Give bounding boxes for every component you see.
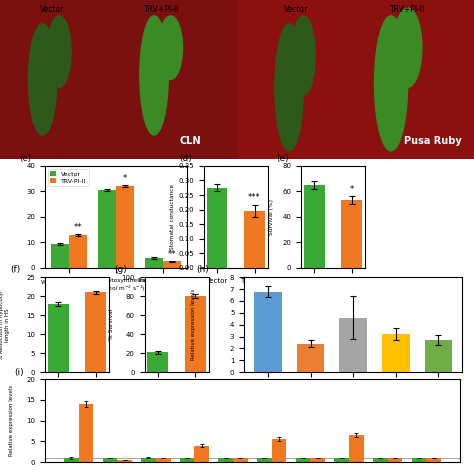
Bar [64, 458, 79, 462]
Bar [147, 352, 168, 372]
Text: (g): (g) [114, 265, 127, 274]
Bar [163, 262, 181, 268]
Ellipse shape [275, 24, 303, 151]
Text: *: * [123, 174, 127, 183]
Bar [310, 458, 325, 462]
Bar [85, 292, 106, 372]
Legend: Vector, TRV-PI-II: Vector, TRV-PI-II [48, 169, 89, 185]
Ellipse shape [47, 16, 71, 87]
Bar [48, 304, 69, 372]
Ellipse shape [140, 16, 168, 135]
Bar [341, 201, 362, 268]
Text: Pusa Ruby: Pusa Ruby [404, 136, 462, 146]
Bar [297, 344, 324, 372]
Bar [304, 185, 325, 268]
Text: (h): (h) [196, 265, 209, 274]
Y-axis label: % Survival: % Survival [109, 309, 114, 340]
Bar [388, 458, 402, 462]
Text: Vector: Vector [284, 5, 309, 14]
Bar [349, 435, 364, 462]
Text: (f): (f) [10, 265, 20, 274]
Bar [185, 296, 206, 372]
Y-axis label: Survival (%): Survival (%) [269, 199, 274, 235]
Bar [254, 292, 282, 372]
Text: (e): (e) [277, 154, 289, 163]
Bar [411, 458, 426, 462]
Text: (d): (d) [180, 154, 192, 163]
Text: (c): (c) [19, 154, 31, 163]
Bar [116, 186, 134, 268]
Bar [117, 460, 132, 462]
Y-axis label: Relative expression levels: Relative expression levels [191, 289, 196, 360]
Bar [382, 334, 410, 372]
Text: (i): (i) [14, 368, 24, 377]
Bar [180, 458, 194, 462]
Bar [244, 211, 265, 268]
Bar [373, 458, 388, 462]
Bar [339, 318, 367, 372]
Text: TRV+PI-II: TRV+PI-II [390, 5, 425, 14]
Y-axis label: % Reduction in hypocotyl
length in HS: % Reduction in hypocotyl length in HS [0, 290, 10, 359]
Bar [194, 446, 209, 462]
Bar [425, 340, 452, 372]
Bar [141, 457, 156, 462]
Bar [98, 190, 116, 268]
Bar [334, 458, 349, 462]
Bar [156, 458, 171, 462]
Bar [102, 458, 117, 462]
Y-axis label: Stomatal conductance: Stomatal conductance [170, 184, 175, 250]
Ellipse shape [292, 16, 315, 95]
Ellipse shape [393, 8, 422, 87]
Bar [145, 258, 163, 268]
Bar [426, 458, 441, 462]
Bar [207, 188, 228, 268]
Text: Vector: Vector [40, 5, 64, 14]
Bar [272, 439, 286, 462]
Text: CLN: CLN [180, 136, 201, 146]
Ellipse shape [374, 16, 408, 151]
Y-axis label: Relative expression levels: Relative expression levels [9, 385, 14, 456]
Text: **: ** [74, 223, 82, 232]
Bar [257, 458, 272, 462]
Text: TRV+PI-II: TRV+PI-II [144, 5, 179, 14]
Text: *: * [350, 185, 354, 194]
Bar [233, 458, 248, 462]
Ellipse shape [159, 16, 182, 79]
Bar [79, 404, 93, 462]
Bar [219, 458, 233, 462]
Text: **: ** [168, 250, 176, 259]
Bar [296, 458, 310, 462]
Bar [52, 244, 69, 268]
Bar [69, 235, 87, 268]
Text: ***: *** [248, 193, 261, 202]
Ellipse shape [28, 24, 57, 135]
